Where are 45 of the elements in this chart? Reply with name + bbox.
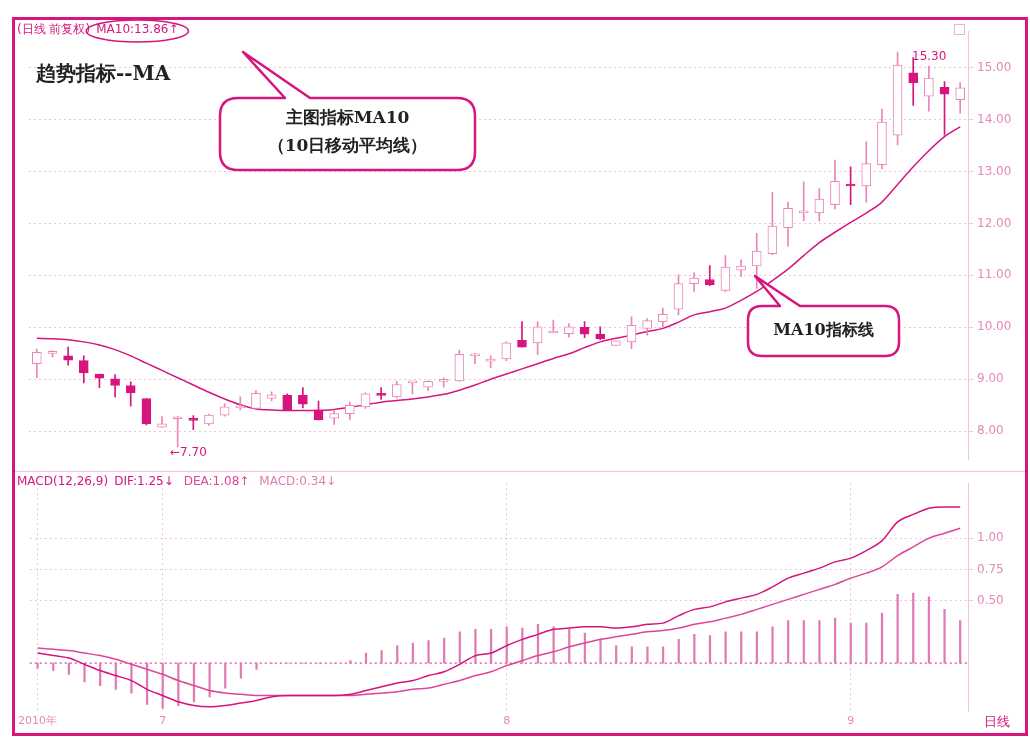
bar: [427, 640, 430, 664]
y-tick-label: 1.00: [977, 530, 1004, 545]
annotation: ←7.70: [170, 445, 207, 459]
y-tick-label: 14.00: [977, 111, 1012, 126]
bar: [771, 626, 774, 664]
chart-title: MACD(12,26,9): [17, 474, 109, 489]
bar: [380, 650, 383, 664]
text: MACD:0.34↓: [259, 474, 337, 489]
annotation: MA10指标线: [772, 319, 875, 341]
bar: [552, 626, 555, 664]
x-tick-label: 9: [847, 714, 855, 728]
y-tick-label: 13.00: [977, 163, 1012, 178]
y-tick-label: 10.00: [977, 319, 1012, 334]
x-axis-title: 日线: [983, 713, 1010, 729]
bar: [83, 662, 86, 683]
bar: [130, 662, 133, 694]
y-tick-label: 9.00: [977, 371, 1004, 386]
bar: [255, 662, 258, 670]
x-tick-label: 8: [503, 714, 511, 728]
bar: [36, 662, 39, 669]
text: MA10:13.86↑: [96, 22, 179, 37]
bar: [818, 620, 821, 664]
x-tick-label: 7: [159, 714, 167, 728]
y-tick-label: 12.00: [977, 215, 1012, 230]
text: DEA:1.08↑: [183, 474, 250, 489]
annotation: 15.30: [912, 49, 947, 63]
y-tick-label: 0.75: [977, 561, 1004, 576]
candlestick: [188, 415, 199, 430]
x-tick-label: 2010年: [18, 714, 58, 728]
annotation: 趋势指标--MA: [36, 60, 172, 86]
bar: [599, 639, 602, 664]
annotation: 主图指标MA10 （10日移动平均线）: [266, 106, 429, 157]
line-series: [36, 527, 961, 697]
bar: [474, 629, 477, 664]
candlestick: [736, 259, 746, 277]
bar: [208, 662, 211, 698]
bar: [646, 646, 649, 664]
y-tick-label: 8.00: [977, 423, 1004, 438]
y-tick-label: 0.50: [977, 592, 1004, 607]
y-tick-label: 11.00: [977, 267, 1012, 282]
candlestick: [376, 387, 386, 400]
bar: [943, 609, 946, 664]
text: DIF:1.25↓: [114, 474, 174, 489]
y-tick-label: 15.00: [977, 59, 1012, 74]
candlestick: [172, 416, 183, 448]
